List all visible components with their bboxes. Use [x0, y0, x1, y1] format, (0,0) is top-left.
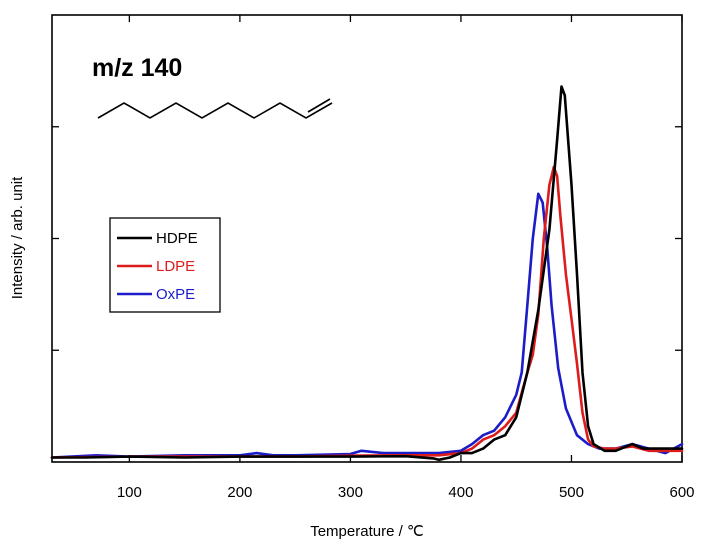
- x-tick-label: 300: [338, 484, 363, 501]
- x-tick-label: 100: [117, 484, 142, 501]
- molecule-double-bond: [307, 98, 331, 113]
- x-ticks: 100 200 300 400 500 600: [117, 15, 695, 501]
- legend-label-oxpe: OxPE: [156, 286, 195, 303]
- series-line-hdpe: [50, 85, 684, 462]
- series-line-oxpe: [50, 192, 684, 459]
- y-ticks: [52, 126, 682, 351]
- annotation-label: m/z 140: [92, 54, 182, 82]
- x-tick-label: 500: [559, 484, 584, 501]
- legend-label-ldpe: LDPE: [156, 258, 195, 275]
- x-axis-title: Temperature / ℃: [310, 523, 424, 540]
- x-tick-label: 400: [448, 484, 473, 501]
- y-axis-title: Intensity / arb. unit: [9, 176, 26, 299]
- legend-label-hdpe: HDPE: [156, 230, 198, 247]
- legend: HDPE LDPE OxPE: [109, 217, 221, 313]
- molecule-structure-drawing: [97, 102, 333, 119]
- series-layer: [50, 85, 684, 462]
- x-tick-label: 600: [669, 484, 694, 501]
- x-tick-label: 200: [227, 484, 252, 501]
